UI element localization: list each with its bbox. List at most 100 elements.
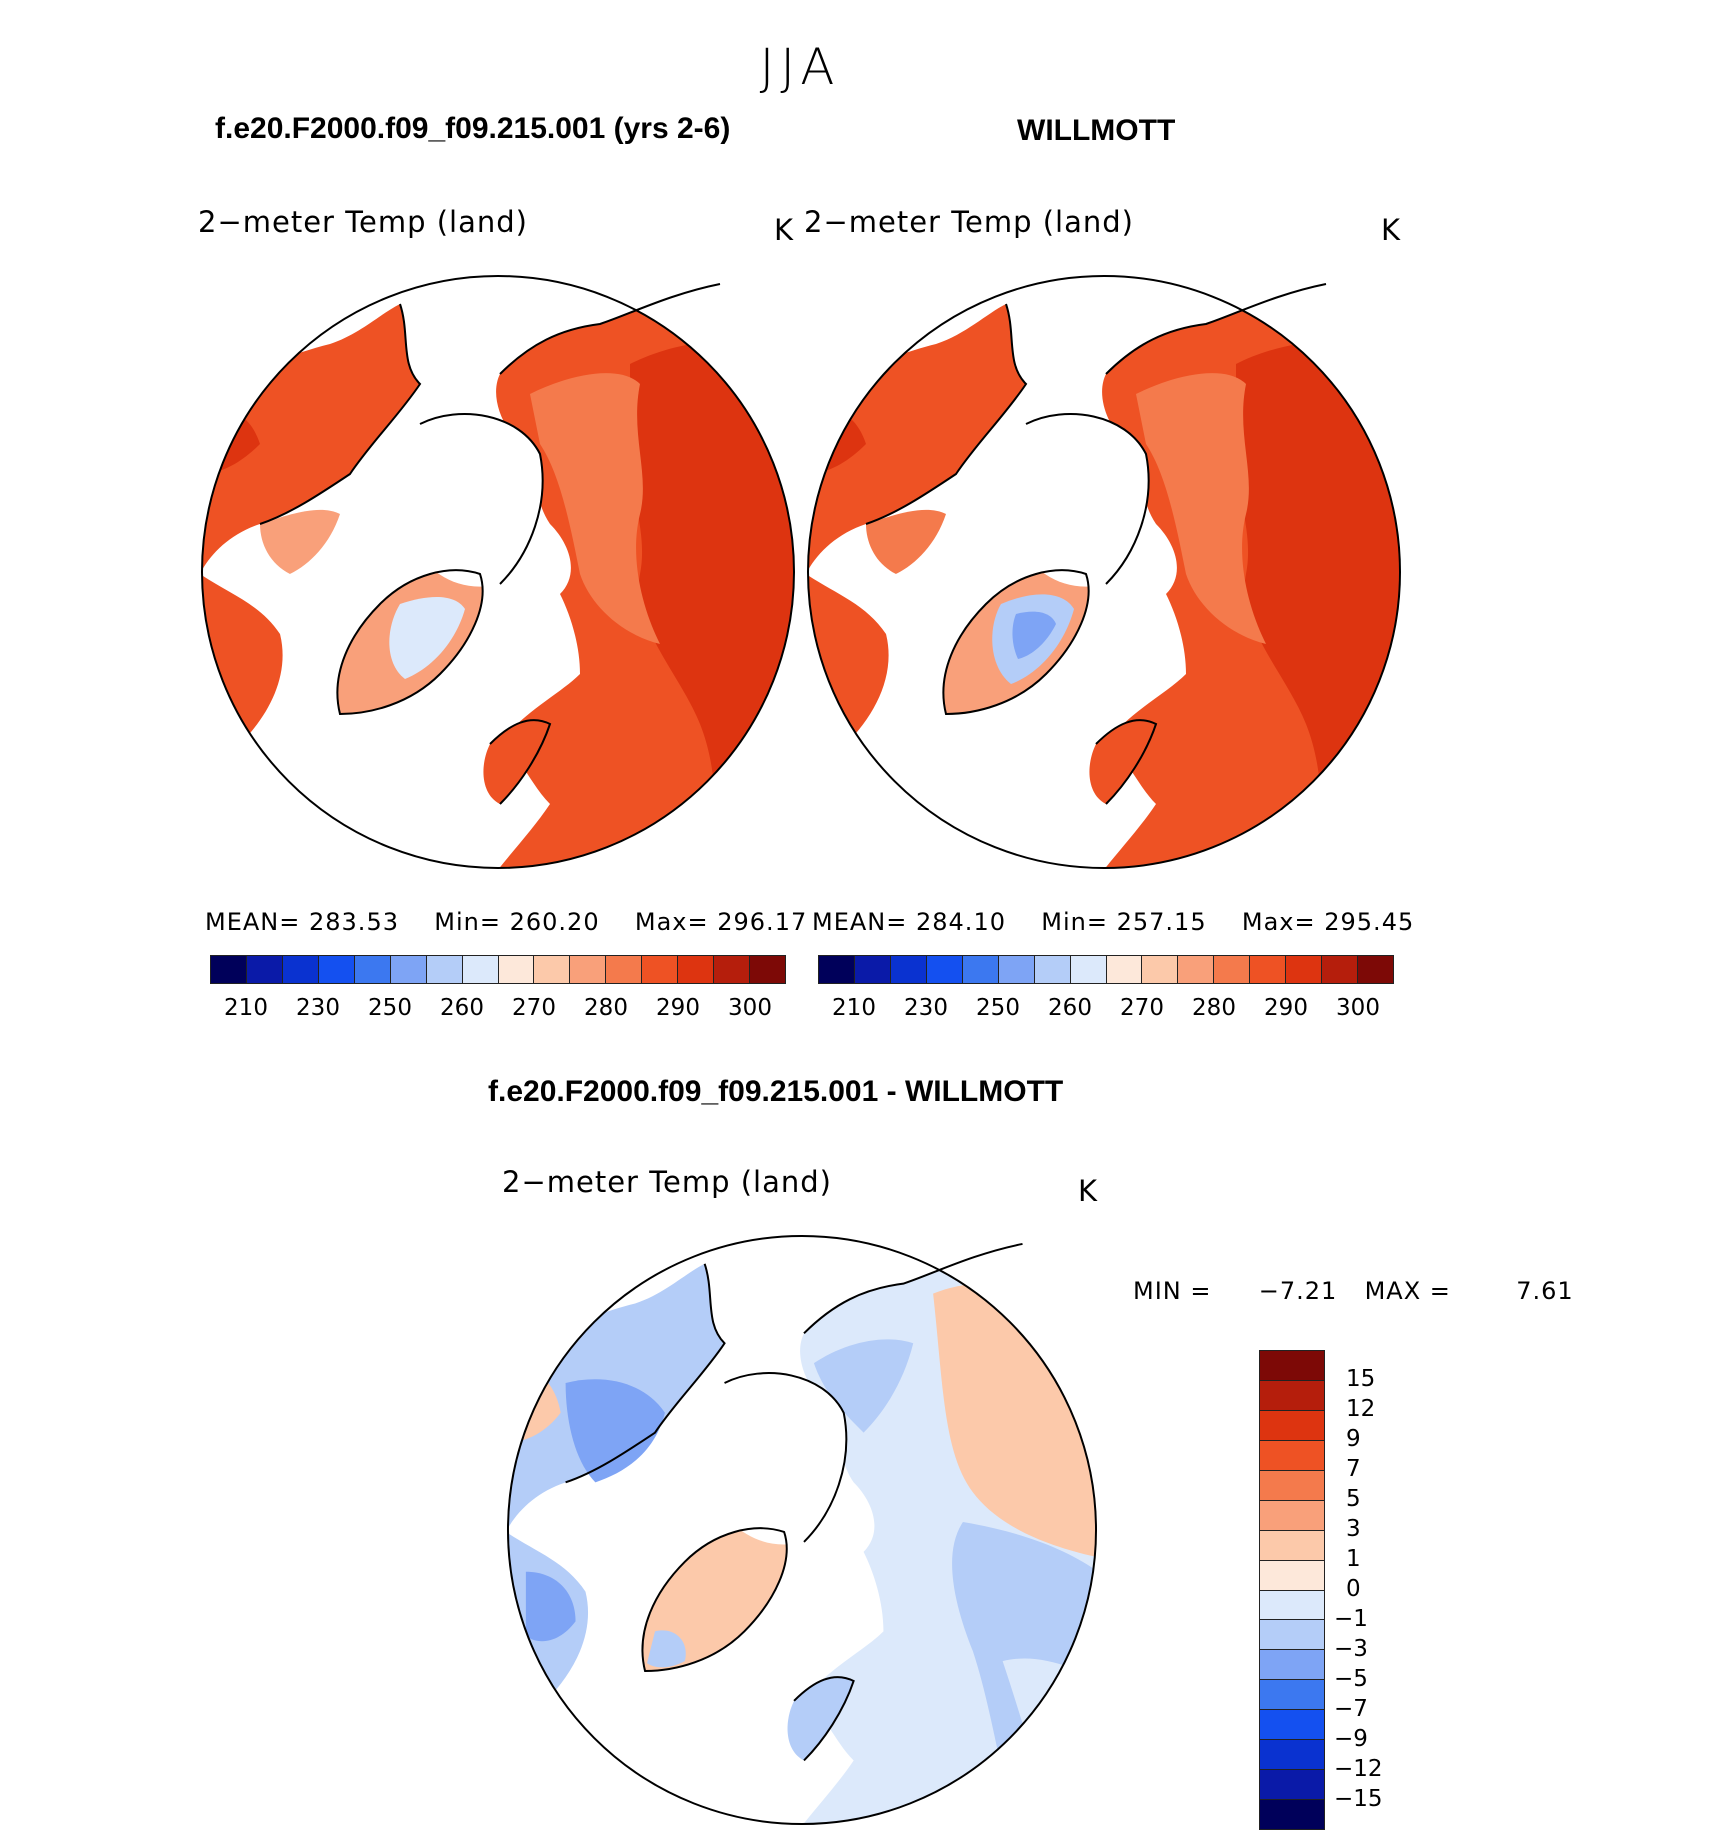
colorbar-swatch	[962, 956, 999, 983]
colorbar-tick-label: 9	[1346, 1426, 1361, 1452]
colorbar-tick-label: 5	[1346, 1486, 1361, 1512]
right-variable-label: 2−meter Temp (land)	[804, 205, 1134, 239]
left-units-label: K	[774, 213, 795, 247]
colorbar-swatch	[1070, 956, 1107, 983]
scandinavia	[1089, 720, 1156, 804]
colorbar-swatch	[1260, 1530, 1324, 1561]
colorbar-swatch	[1286, 956, 1323, 983]
colorbar-tick-label: 270	[1120, 995, 1164, 1021]
colorbar-swatch	[1142, 956, 1179, 983]
left-colorbar	[210, 955, 786, 984]
colorbar-tick-label: 0	[1346, 1576, 1361, 1602]
colorbar-swatch	[1106, 956, 1143, 983]
colorbar-swatch	[1358, 956, 1393, 983]
colorbar-swatch	[1260, 1440, 1324, 1471]
left-case-title: f.e20.F2000.f09_f09.215.001 (yrs 2-6)	[215, 112, 731, 145]
colorbar-tick-label: −7	[1334, 1696, 1368, 1722]
colorbar-swatch	[246, 956, 283, 983]
colorbar-tick-label: −9	[1334, 1726, 1368, 1752]
colorbar-tick-label: 290	[656, 995, 700, 1021]
colorbar-swatch	[854, 956, 891, 983]
colorbar-tick-label: 7	[1346, 1456, 1361, 1482]
colorbar-tick-label: 280	[584, 995, 628, 1021]
colorbar-tick-label: −15	[1334, 1786, 1383, 1812]
colorbar-swatch	[1250, 956, 1287, 983]
right-units-label: K	[1381, 213, 1402, 247]
left-stats: MEAN= 283.53 Min= 260.20 Max= 296.17	[205, 908, 807, 936]
colorbar-tick-label: 300	[728, 995, 772, 1021]
right-mean-value: 284.10	[916, 908, 1006, 936]
colorbar-tick-label: −3	[1334, 1636, 1368, 1662]
colorbar-swatch	[534, 956, 571, 983]
diff-min-label: MIN =	[1133, 1277, 1212, 1305]
right-max-label: Max=	[1241, 908, 1316, 936]
colorbar-swatch	[606, 956, 643, 983]
diff-units-label: K	[1078, 1174, 1099, 1208]
colorbar-swatch	[570, 956, 607, 983]
colorbar-tick-label: 280	[1192, 995, 1236, 1021]
colorbar-swatch	[1260, 1470, 1324, 1501]
colorbar-swatch	[1260, 1650, 1324, 1681]
colorbar-swatch	[926, 956, 963, 983]
colorbar-swatch	[318, 956, 355, 983]
colorbar-swatch	[1260, 1710, 1324, 1741]
colorbar-swatch	[1322, 956, 1359, 983]
colorbar-swatch	[1260, 1560, 1324, 1591]
right-max-value: 295.45	[1324, 908, 1415, 936]
left-min-value: 260.20	[509, 908, 600, 936]
colorbar-swatch	[1260, 1680, 1324, 1711]
colorbar-swatch	[678, 956, 715, 983]
colorbar-swatch	[1260, 1410, 1324, 1441]
colorbar-swatch	[1260, 1800, 1324, 1829]
colorbar-tick-label: −5	[1334, 1666, 1368, 1692]
diff-max-label: MAX =	[1364, 1277, 1451, 1305]
right-colorbar	[818, 955, 1394, 984]
colorbar-swatch	[750, 956, 785, 983]
colorbar-tick-label: 12	[1346, 1396, 1376, 1422]
colorbar-swatch	[1260, 1500, 1324, 1531]
colorbar-swatch	[354, 956, 391, 983]
colorbar-tick-label: −1	[1334, 1606, 1368, 1632]
colorbar-swatch	[1178, 956, 1215, 983]
colorbar-tick-label: 230	[296, 995, 340, 1021]
colorbar-swatch	[211, 956, 247, 983]
left-min-label: Min=	[434, 908, 501, 936]
right-min-label: Min=	[1041, 908, 1108, 936]
diff-colorbar	[1259, 1350, 1325, 1830]
left-mean-value: 283.53	[309, 908, 399, 936]
colorbar-tick-label: 3	[1346, 1516, 1361, 1542]
colorbar-tick-label: 300	[1336, 995, 1380, 1021]
diff-variable-label: 2−meter Temp (land)	[502, 1165, 832, 1199]
colorbar-swatch	[282, 956, 319, 983]
diff-case-title: f.e20.F2000.f09_f09.215.001 - WILLMOTT	[488, 1075, 1064, 1108]
colorbar-swatch	[998, 956, 1035, 983]
right-case-title: WILLMOTT	[1017, 114, 1176, 147]
colorbar-swatch	[1260, 1770, 1324, 1801]
colorbar-swatch	[1260, 1380, 1324, 1411]
colorbar-tick-label: 210	[224, 995, 268, 1021]
right-mean-label: MEAN=	[812, 908, 908, 936]
right-min-value: 257.15	[1116, 908, 1207, 936]
colorbar-swatch	[426, 956, 463, 983]
colorbar-swatch	[1260, 1351, 1324, 1381]
colorbar-tick-label: 1	[1346, 1546, 1361, 1572]
colorbar-tick-label: 250	[976, 995, 1020, 1021]
left-variable-label: 2−meter Temp (land)	[198, 205, 528, 239]
colorbar-swatch	[819, 956, 855, 983]
colorbar-tick-label: 250	[368, 995, 412, 1021]
right-polar-map	[807, 275, 1401, 869]
colorbar-swatch	[498, 956, 535, 983]
left-max-label: Max=	[634, 908, 709, 936]
colorbar-swatch	[642, 956, 679, 983]
colorbar-swatch	[890, 956, 927, 983]
colorbar-tick-label: 260	[440, 995, 484, 1021]
right-stats: MEAN= 284.10 Min= 257.15 Max= 295.45	[812, 908, 1414, 936]
colorbar-swatch	[462, 956, 499, 983]
colorbar-tick-label: 15	[1346, 1366, 1376, 1392]
left-polar-map	[201, 275, 795, 869]
colorbar-tick-label: 290	[1264, 995, 1308, 1021]
colorbar-tick-label: 230	[904, 995, 948, 1021]
scandinavia	[483, 720, 550, 804]
colorbar-swatch	[390, 956, 427, 983]
colorbar-tick-label: 260	[1048, 995, 1092, 1021]
